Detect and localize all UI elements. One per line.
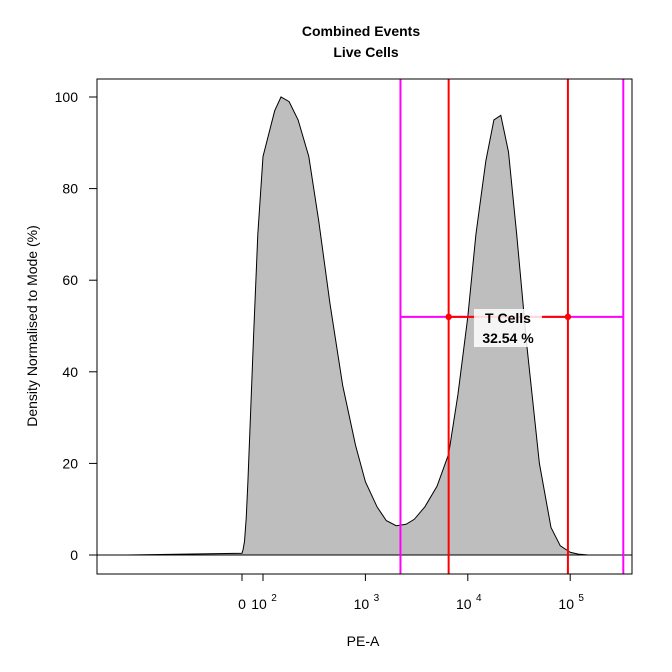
y-axis-label: Density Normalised to Mode (%) [24,225,40,427]
x-tick-label: 10 [354,596,370,612]
y-tick-label: 80 [62,181,78,197]
x-tick-label: 10 [558,596,574,612]
y-tick-label: 60 [62,272,78,288]
x-tick-exponent: 3 [374,593,380,604]
y-tick-label: 0 [70,547,78,563]
x-tick-exponent: 2 [271,593,277,604]
gate-name-label: T Cells [485,310,531,326]
x-axis-label: PE-A [347,633,380,649]
tcells-gate-left-handle [445,313,452,321]
y-tick-label: 20 [62,455,78,471]
gate-label-background [474,309,542,347]
x-axis: 0 10 2 10 3 10 4 10 5 [238,573,584,612]
chart-title: Combined Events [302,23,420,39]
gate-percent-label: 32.54 % [482,330,534,346]
x-tick-exponent: 5 [578,593,584,604]
chart-subtitle: Live Cells [333,44,399,60]
x-tick-label: 0 [238,596,246,612]
plot-area: T Cells 32.54 % [97,79,632,574]
y-tick-label: 40 [62,364,78,380]
tcells-gate-right-handle [564,313,572,321]
y-tick-label: 100 [55,89,79,105]
x-tick-label: 10 [456,596,472,612]
x-tick-label: 10 [251,596,267,612]
y-axis: 0 20 40 60 80 100 [55,89,98,563]
x-tick-exponent: 4 [476,593,482,604]
